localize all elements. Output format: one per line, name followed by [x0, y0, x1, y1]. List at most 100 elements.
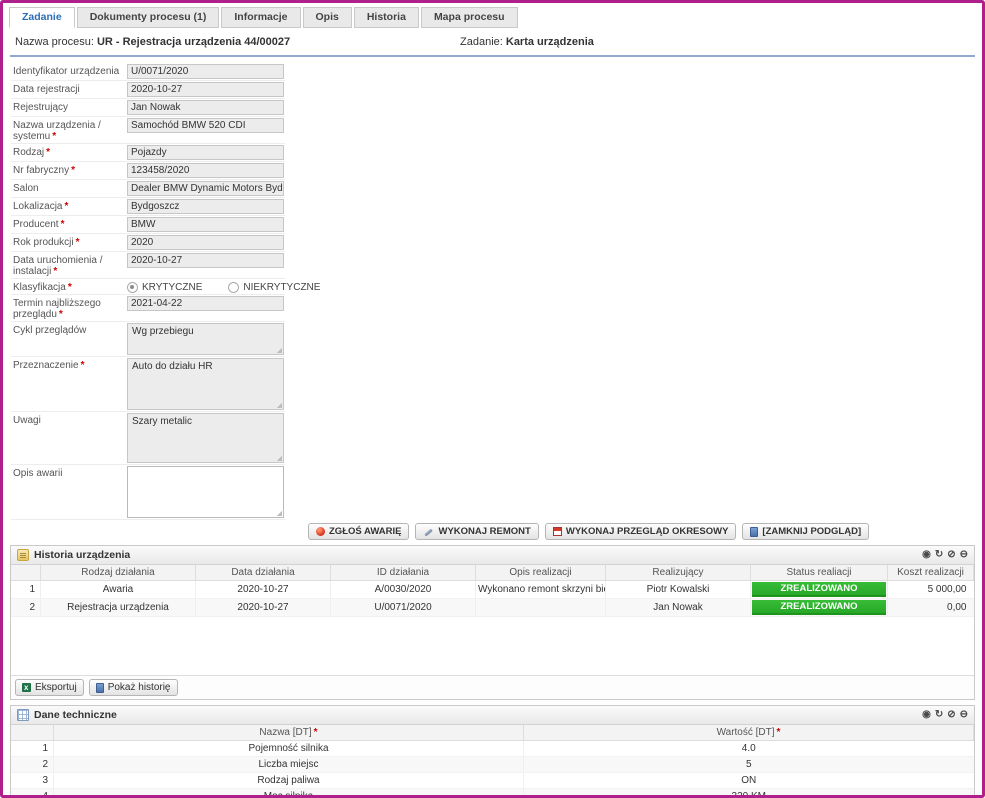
- close-icon[interactable]: ⊖: [959, 709, 968, 720]
- collapse-icon[interactable]: ⊘: [947, 709, 956, 720]
- cell-data-dzialania: 2020-10-27: [195, 598, 331, 617]
- tab-label: Zadanie: [22, 11, 62, 23]
- form-field-row: Rok produkcji * 2020: [11, 234, 285, 252]
- required-asterisk: *: [71, 165, 76, 176]
- cell-wartosc-dt: 320 KM: [523, 788, 974, 795]
- required-asterisk: *: [52, 131, 57, 142]
- task-name: Zadanie: Karta urządzenia: [460, 36, 594, 48]
- action-button-label: WYKONAJ REMONT: [438, 526, 531, 537]
- cell-koszt: 0,00: [887, 598, 974, 617]
- tab-label: Historia: [366, 11, 406, 23]
- column-header: [11, 725, 54, 741]
- cell-status: ZREALIZOWANO: [750, 598, 888, 617]
- history-panel-header: Historia urządzenia ◉ ↻ ⊘ ⊖: [11, 546, 974, 565]
- action-button-label: [ZAMKNIJ PODGLĄD]: [762, 526, 862, 537]
- cell-wartosc-dt: ON: [523, 772, 974, 789]
- tab[interactable]: Informacje: [221, 7, 301, 28]
- field-label: Nazwa urządzenia / systemu *: [13, 120, 101, 142]
- process-name-value: UR - Rejestracja urządzenia 44/00027: [96, 36, 291, 48]
- form-field-row: Salon Dealer BMW Dynamic Motors Bydgoszc…: [11, 180, 285, 198]
- required-asterisk: *: [58, 309, 63, 320]
- process-name-label: Nazwa procesu:: [15, 36, 94, 48]
- required-asterisk: *: [75, 237, 80, 248]
- column-header: Opis realizacji: [475, 565, 606, 581]
- cell-opis-realizacji: Wykonano remont skrzyni biegów: [475, 580, 606, 599]
- field-label: Data uruchomienia / instalacji *: [13, 255, 103, 277]
- required-asterisk: *: [80, 360, 85, 371]
- action-button-row: ZGŁOŚ AWARIĘ WYKONAJ REMONT WYKONAJ PRZE…: [308, 523, 982, 540]
- tab[interactable]: Historia: [353, 7, 419, 28]
- tech-table-row[interactable]: 3 Rodzaj paliwa ON: [11, 772, 974, 789]
- calendar-icon: [552, 527, 562, 536]
- history-table-row[interactable]: 1 Awaria 2020-10-27 A/0030/2020 Wykonano…: [11, 580, 974, 599]
- form-field-row: Data uruchomienia / instalacji * 2020-10-…: [11, 252, 285, 279]
- radio-group: KRYTYCZNE NIEKRYTYCZNE: [127, 280, 320, 293]
- required-asterisk: *: [46, 147, 51, 158]
- required-asterisk: *: [67, 282, 72, 293]
- form-field-row: Cykl przeglądów Wg przebiegu: [11, 322, 285, 357]
- form-field-row: Data rejestracji 2020-10-27: [11, 81, 285, 99]
- textarea-input[interactable]: Auto do działu HR: [127, 358, 284, 410]
- textarea-input[interactable]: [127, 466, 284, 518]
- details-icon[interactable]: ◉: [922, 709, 931, 720]
- history-panel-footer: Eksportuj Pokaż historię: [11, 675, 974, 699]
- history-table-row[interactable]: 2 Rejestracja urządzenia 2020-10-27 U/00…: [11, 598, 974, 617]
- process-header: Nazwa procesu: UR - Rejestracja urządzen…: [10, 28, 975, 57]
- tab[interactable]: Zadanie: [9, 7, 75, 28]
- tech-table-row[interactable]: 2 Liczba miejsc 5: [11, 756, 974, 773]
- column-header: [11, 565, 41, 581]
- tab[interactable]: Opis: [302, 7, 352, 28]
- textarea-input[interactable]: Szary metalic: [127, 413, 284, 463]
- tech-table-row[interactable]: 1 Pojemność silnika 4.0: [11, 740, 974, 757]
- panel-window-controls: ◉ ↻ ⊘ ⊖: [922, 550, 968, 560]
- form-field-row: Producent * BMW: [11, 216, 285, 234]
- history-icon: [95, 682, 104, 693]
- form-field-row: Uwagi Szary metalic: [11, 412, 285, 465]
- textarea-input[interactable]: Wg przebiegu: [127, 323, 284, 355]
- footer-button[interactable]: Eksportuj: [15, 679, 84, 696]
- footer-button[interactable]: Pokaż historię: [88, 679, 178, 696]
- close-icon[interactable]: ⊖: [959, 549, 968, 560]
- text-input: 123458/2020: [127, 163, 284, 178]
- collapse-icon[interactable]: ⊘: [947, 549, 956, 560]
- action-button[interactable]: WYKONAJ PRZEGLĄD OKRESOWY: [544, 523, 737, 540]
- text-input: Bydgoszcz: [127, 199, 284, 214]
- tech-table-body: Nazwa [DT] * Wartość [DT] * 1 Pojemność si…: [11, 725, 974, 795]
- footer-button-label: Pokaż historię: [107, 682, 171, 693]
- history-panel-title: Historia urządzenia: [34, 549, 131, 561]
- refresh-icon[interactable]: ↻: [934, 549, 944, 560]
- tech-table-row[interactable]: 4 Moc silnika 320 KM: [11, 788, 974, 795]
- cell-nazwa-dt: Pojemność silnika: [53, 740, 524, 757]
- form-field-row: Rejestrujący Jan Nowak: [11, 99, 285, 117]
- cell-id-dzialania: A/0030/2020: [330, 580, 476, 599]
- field-label: Opis awarii: [13, 468, 63, 479]
- history-header-row: Rodzaj działania Data działania ID dział…: [11, 565, 974, 581]
- field-label: Rok produkcji *: [13, 237, 80, 248]
- process-name: Nazwa procesu: UR - Rejestracja urządzen…: [15, 36, 460, 48]
- action-button[interactable]: ZGŁOŚ AWARIĘ: [308, 523, 410, 540]
- action-button[interactable]: WYKONAJ REMONT: [415, 523, 539, 540]
- cell-id-dzialania: U/0071/2020: [330, 598, 476, 617]
- required-asterisk: *: [313, 727, 318, 738]
- footer-button-label: Eksportuj: [35, 682, 77, 693]
- refresh-icon[interactable]: ↻: [934, 709, 944, 720]
- task-label: Zadanie:: [460, 36, 503, 48]
- cell-realizujacy: Jan Nowak: [605, 598, 751, 617]
- tab[interactable]: Dokumenty procesu (1): [76, 7, 220, 28]
- cell-nazwa-dt: Rodzaj paliwa: [53, 772, 524, 789]
- history-note-icon: [17, 549, 29, 561]
- action-button-label: ZGŁOŚ AWARIĘ: [329, 526, 402, 537]
- column-header: Status realiacji: [750, 565, 888, 581]
- radio-button[interactable]: [127, 282, 138, 293]
- details-icon[interactable]: ◉: [922, 549, 931, 560]
- radio-button[interactable]: [228, 282, 240, 293]
- radio-label: KRYTYCZNE: [142, 282, 203, 293]
- tech-panel-title: Dane techniczne: [34, 709, 117, 721]
- text-input: Dealer BMW Dynamic Motors Bydgoszcz: [127, 181, 284, 196]
- action-button[interactable]: [ZAMKNIJ PODGLĄD]: [742, 523, 870, 540]
- column-header: Wartość [DT] *: [523, 725, 974, 741]
- field-label: Salon: [13, 183, 39, 194]
- cell-row-number: 4: [11, 788, 54, 795]
- text-input: 2020: [127, 235, 284, 250]
- tab[interactable]: Mapa procesu: [420, 7, 518, 28]
